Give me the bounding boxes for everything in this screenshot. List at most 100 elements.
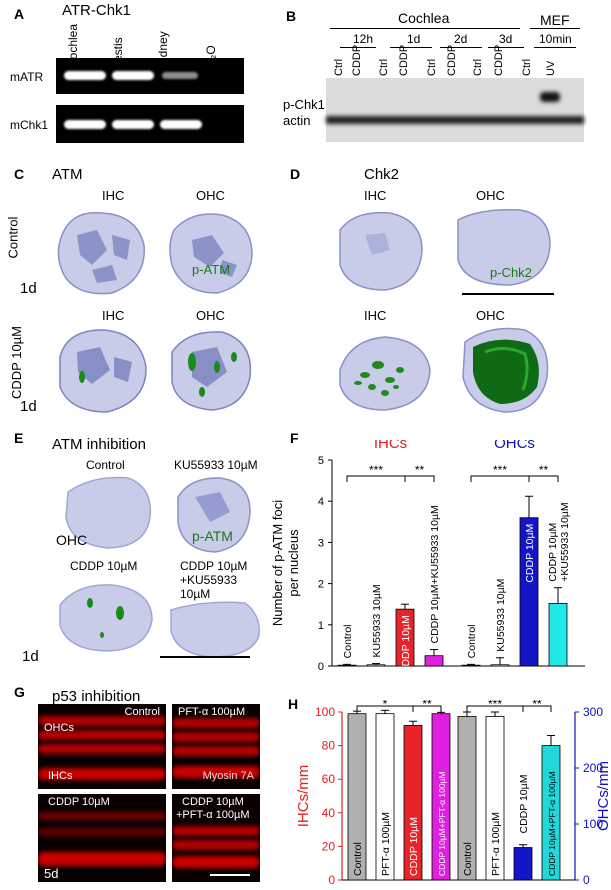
bar <box>424 655 444 667</box>
category-label: CDDP 10µM <box>524 524 536 583</box>
panel-d-label: D <box>290 166 301 182</box>
significance-bracket <box>404 475 435 482</box>
lane-label-ctrl: Ctrl <box>521 58 533 76</box>
lane-label-cddp: CDDP <box>398 44 410 76</box>
significance-label: ** <box>532 700 542 711</box>
stripe <box>172 826 260 836</box>
gel-mchk1 <box>56 105 244 143</box>
significance-label: *** <box>488 700 502 711</box>
stripe <box>38 812 166 820</box>
mef-group-label: MEF <box>540 12 570 28</box>
group-label-ohcs: OHCs <box>494 440 535 452</box>
e-control-cell <box>65 476 152 549</box>
band <box>160 120 202 129</box>
e-ku-cell <box>177 477 251 553</box>
y-tick-label: 0 <box>318 661 324 670</box>
g-cddp-label: CDDP 10µM <box>48 796 110 808</box>
lane-label-uv: UV <box>545 60 557 76</box>
tp-line <box>390 47 432 48</box>
gel-matr <box>56 58 244 94</box>
row-label-matr: mATR <box>10 70 44 84</box>
western-blot <box>326 78 584 142</box>
category-label: Control <box>466 624 478 658</box>
g-myosin-label: Myosin 7A <box>202 770 254 782</box>
d-ihc-control-cell <box>339 211 423 291</box>
y-axis-label-right: OHCs/mm <box>595 761 610 831</box>
significance-label: * <box>383 700 388 711</box>
stripe <box>38 716 166 726</box>
panel-b-label: B <box>286 8 297 24</box>
panel-e-label: E <box>14 430 24 446</box>
stripe <box>38 852 166 866</box>
d-ohc-control-cell <box>457 208 551 286</box>
g-cddp-image: CDDP 10µM 5d <box>38 794 166 882</box>
stripe <box>172 746 260 756</box>
chart-f: 0 1 2 3 4 5 Number of p-ATM foci per nucleus IHC… <box>270 440 585 670</box>
lane-label-ctrl: Ctrl <box>426 58 438 76</box>
panel-g-label: G <box>14 684 25 700</box>
d-col-ohc: OHC <box>476 188 505 203</box>
y-axis-label-line1: Number of p-ATM foci <box>270 500 285 626</box>
d-ohc-cddp-cell <box>462 327 549 413</box>
category-label: CDDP 10µM+PFT-α 100µM <box>437 771 447 876</box>
y-tick-label-right: 300 <box>583 705 603 719</box>
y-tick-label-right: 0 <box>583 873 590 887</box>
category-label: CDDP 10µM+PFT-α 100µM <box>547 771 557 876</box>
band <box>112 71 154 80</box>
panel-c-label: C <box>14 166 25 182</box>
c-col-ihc-2: IHC <box>102 308 125 323</box>
actin-band <box>326 116 584 124</box>
lane-label-cddp: CDDP <box>351 44 363 76</box>
band <box>64 120 106 129</box>
c-ihc-control-cell <box>57 211 145 295</box>
y-tick-label: 1 <box>318 620 324 632</box>
significance-bracket <box>412 705 442 712</box>
category-label: CDDP 10µM <box>408 817 420 876</box>
panel-h-label: H <box>288 696 299 712</box>
row-label-pchk1: p-Chk1 <box>283 97 325 112</box>
category-label: CDDP 10µM <box>547 523 559 582</box>
g-combo-label-2: +PFT-α 100µM <box>176 809 250 821</box>
y-tick-label-left: 0 <box>328 873 335 887</box>
y-tick-label-left: 100 <box>315 705 335 719</box>
cochlea-group-label: Cochlea <box>398 10 450 26</box>
significance-label: ** <box>415 463 425 477</box>
d-ihc-cddp-cell <box>339 336 431 411</box>
row-label-mchk1: mChk1 <box>10 118 49 132</box>
e-time-label: 1d <box>22 648 39 665</box>
y-tick-label: 2 <box>318 579 324 591</box>
e-scale-bar <box>160 656 250 658</box>
timepoint-1d: 1d <box>407 32 421 46</box>
category-label: Control <box>352 842 364 876</box>
e-combo-cell <box>170 601 260 658</box>
panel-a-label: A <box>14 6 25 22</box>
stripe <box>172 766 260 778</box>
category-label: CDDP 10µM <box>518 775 530 834</box>
stripe <box>38 768 166 780</box>
y-tick-label: 3 <box>318 537 324 549</box>
pchk1-band-uv <box>540 92 560 102</box>
e-cddp-cell <box>59 584 153 652</box>
lane-label-ctrl: Ctrl <box>378 58 390 76</box>
category-label: KU55933 10µM <box>371 584 383 657</box>
d-stain-label: p-Chk2 <box>490 265 532 280</box>
category-label: Control <box>342 624 354 658</box>
e-combo-label-3: 10µM <box>180 587 211 601</box>
stripe <box>172 856 260 868</box>
y-tick-label-left: 80 <box>322 739 336 753</box>
cochlea-group-line <box>330 28 520 29</box>
lane-label-ctrl: Ctrl <box>333 58 345 76</box>
g-combo-label-1: CDDP 10µM <box>182 796 244 808</box>
c-row-cddp: CDDP 10µM <box>9 326 24 399</box>
category-label: CDDP 10µM <box>400 615 412 670</box>
e-stain-label: p-ATM <box>192 528 233 544</box>
y-tick-label-left: 40 <box>322 806 336 820</box>
c-ohc-control-cell <box>169 213 253 294</box>
tp-line <box>534 47 576 48</box>
d-scale-bar <box>462 293 554 295</box>
bar <box>548 602 568 667</box>
panel-d-title: Chk2 <box>364 166 400 183</box>
y-tick-label-right: 200 <box>583 761 603 775</box>
d-col-ohc-2: OHC <box>476 308 505 323</box>
row-label-actin: actin <box>283 113 311 128</box>
